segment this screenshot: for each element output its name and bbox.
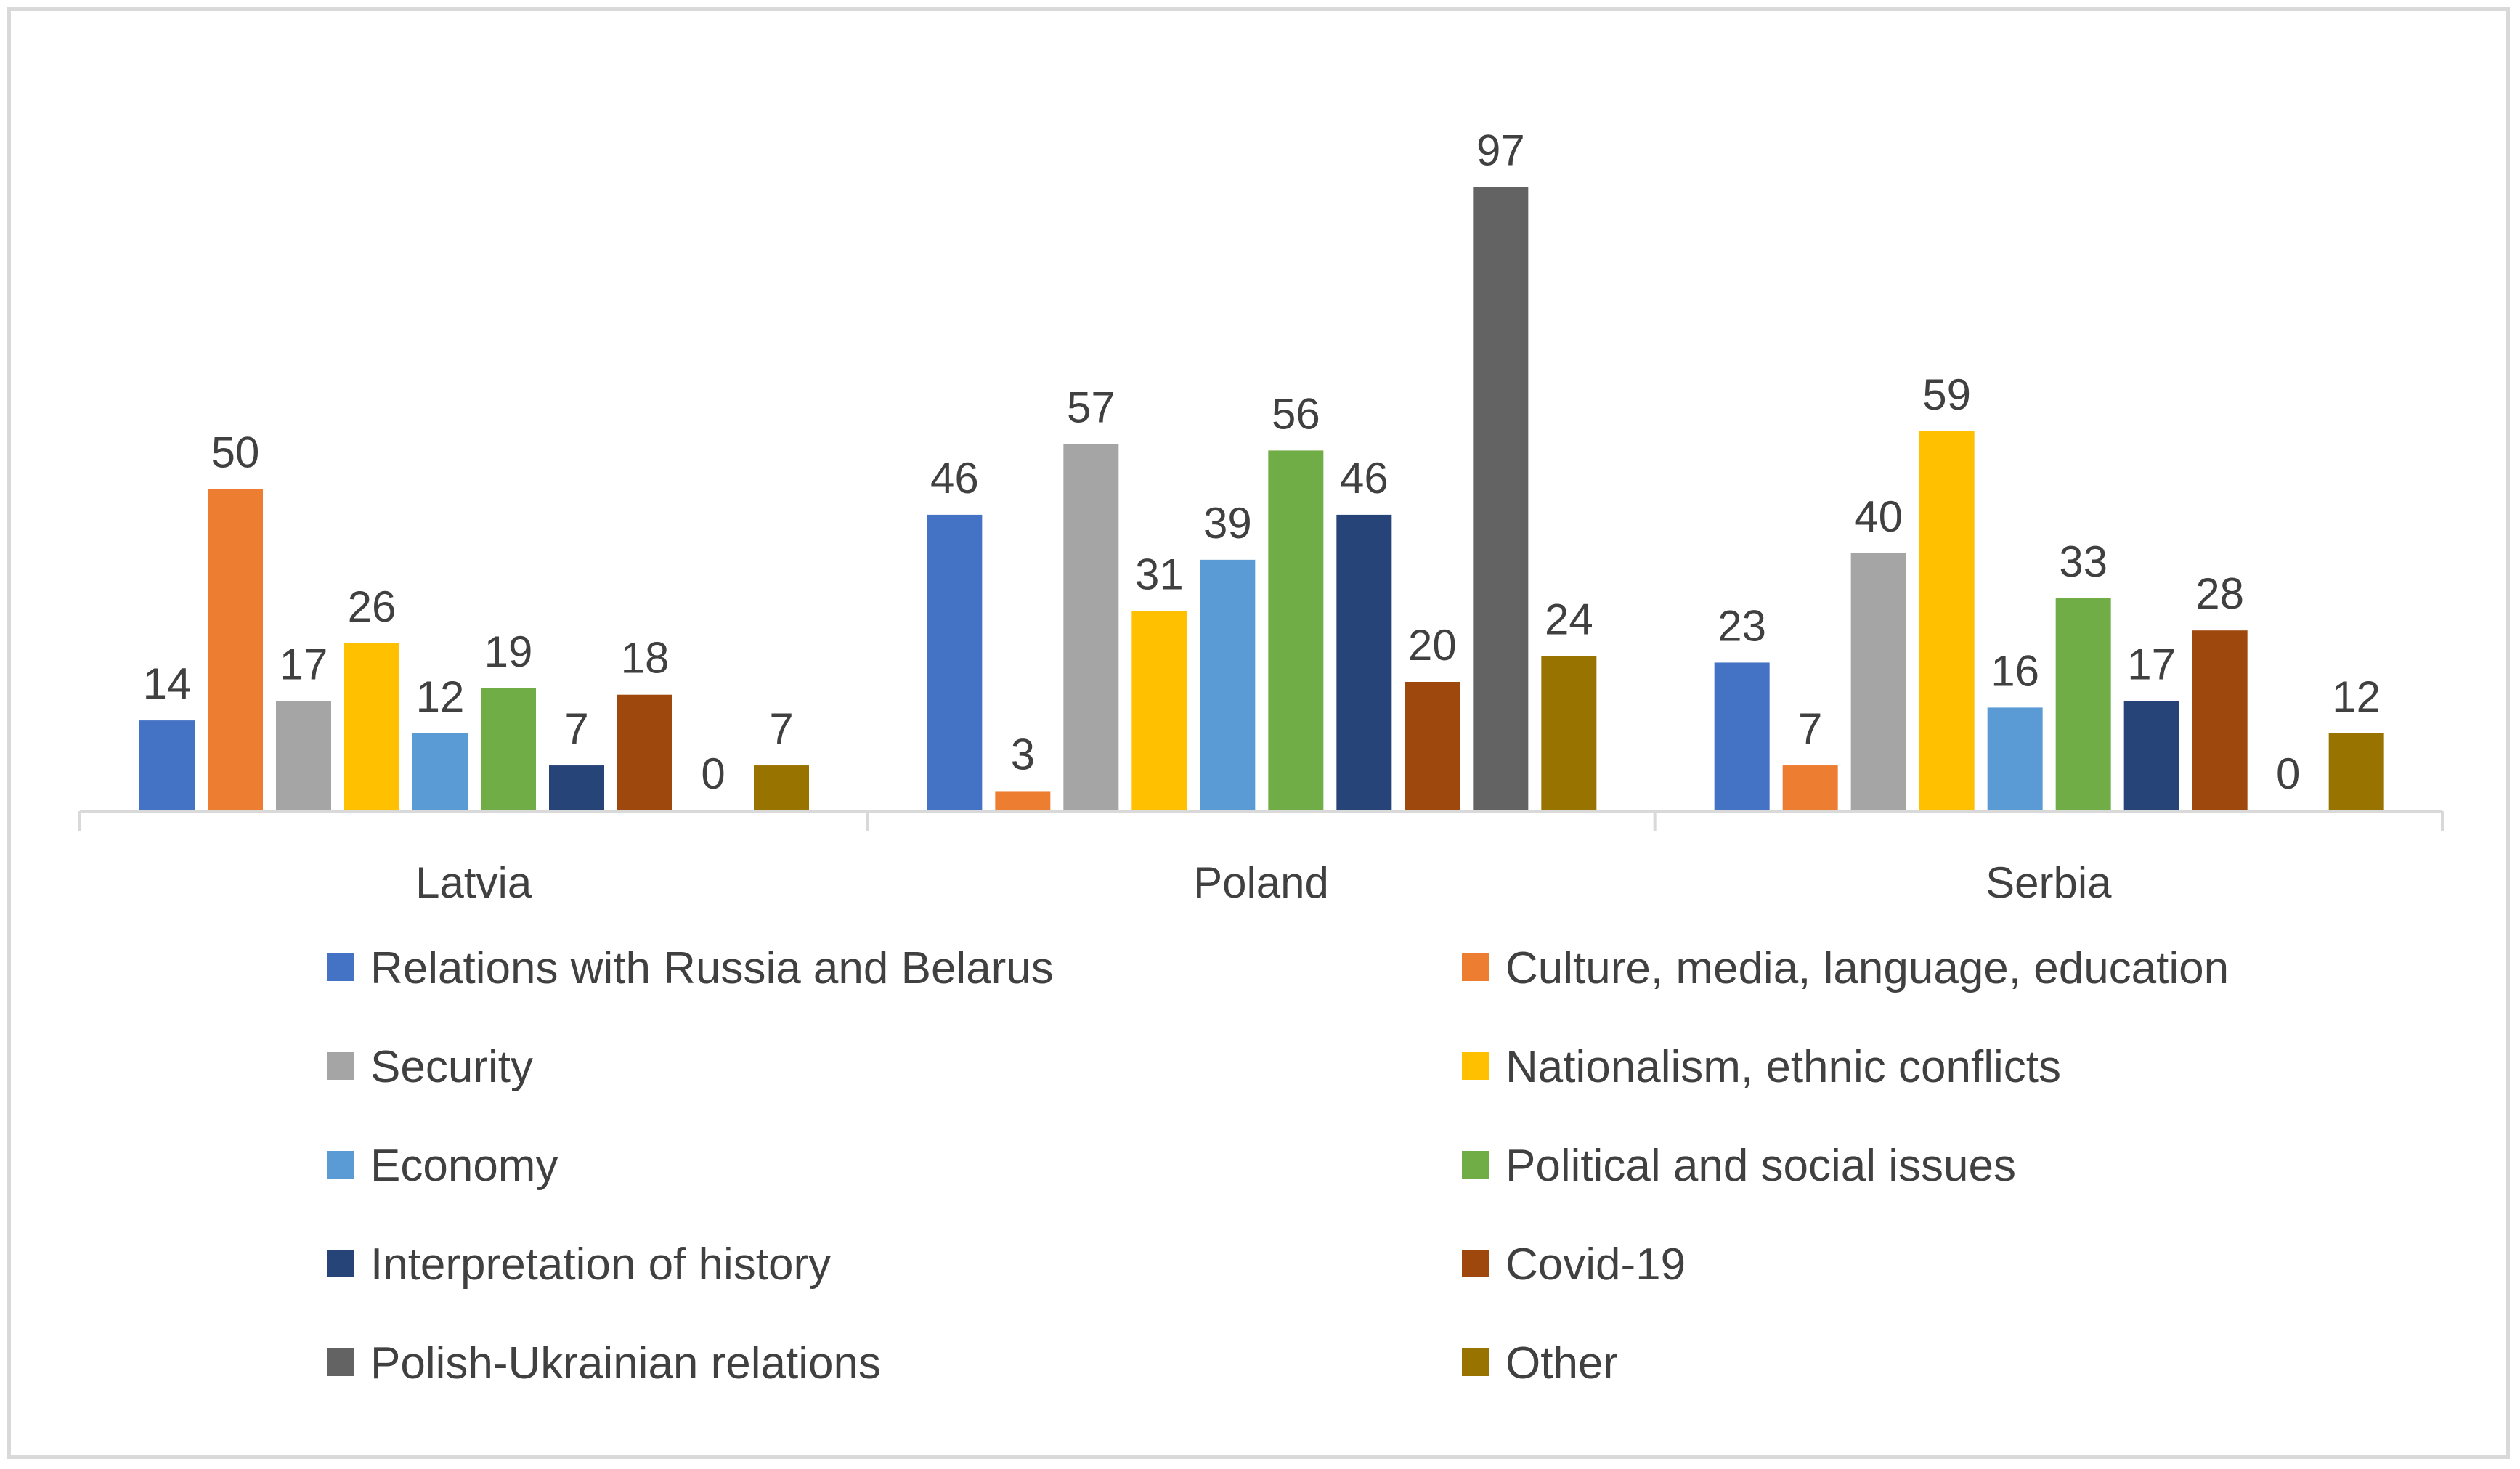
data-label-poland-relations-with-russia-and-belarus: 46 — [930, 454, 979, 502]
legend-swatch-covid-19 — [1462, 1250, 1489, 1277]
data-label-latvia-covid-19: 18 — [621, 634, 670, 683]
legend-swatch-culture-media-language-education — [1462, 953, 1489, 981]
data-label-poland-security: 57 — [1067, 383, 1115, 432]
data-label-serbia-economy: 16 — [1991, 646, 2039, 695]
bar-serbia-security — [1850, 553, 1906, 810]
data-label-latvia-political-and-social-issues: 19 — [484, 627, 533, 676]
data-label-serbia-security: 40 — [1854, 492, 1903, 541]
bar-poland-covid-19 — [1405, 682, 1460, 810]
bar-poland-political-and-social-issues — [1268, 450, 1324, 810]
data-label-poland-economy: 39 — [1203, 499, 1252, 548]
legend-label-other: Other — [1505, 1338, 1618, 1388]
data-label-latvia-other: 7 — [769, 704, 793, 753]
bar-serbia-culture-media-language-education — [1782, 765, 1838, 810]
legend-swatch-nationalism-ethnic-conflicts — [1462, 1052, 1489, 1080]
bar-poland-nationalism-ethnic-conflicts — [1131, 611, 1187, 810]
data-label-latvia-polish-ukrainian-relations: 0 — [701, 749, 725, 798]
bar-poland-relations-with-russia-and-belarus — [927, 514, 983, 810]
legend-swatch-polish-ukrainian-relations — [327, 1348, 354, 1376]
data-label-serbia-interpretation-of-history: 17 — [2127, 640, 2176, 689]
legend-label-nationalism-ethnic-conflicts: Nationalism, ethnic conflicts — [1505, 1042, 2061, 1092]
data-label-serbia-covid-19: 28 — [2195, 569, 2244, 618]
bar-poland-polish-ukrainian-relations — [1473, 187, 1529, 810]
legend-swatch-interpretation-of-history — [327, 1250, 354, 1277]
bar-serbia-other — [2328, 733, 2384, 810]
data-label-serbia-relations-with-russia-and-belarus: 23 — [1718, 601, 1766, 650]
data-label-serbia-other: 12 — [2332, 672, 2381, 721]
category-label-latvia: Latvia — [415, 858, 532, 907]
data-label-poland-nationalism-ethnic-conflicts: 31 — [1135, 550, 1184, 599]
bar-latvia-economy — [412, 733, 468, 810]
data-label-latvia-economy: 12 — [416, 672, 465, 721]
legend-swatch-relations-with-russia-and-belarus — [327, 953, 354, 981]
legend-swatch-political-and-social-issues — [1462, 1151, 1489, 1179]
bar-serbia-political-and-social-issues — [2055, 598, 2111, 810]
bar-latvia-other — [754, 765, 809, 810]
bar-latvia-political-and-social-issues — [481, 688, 536, 810]
bar-poland-culture-media-language-education — [995, 791, 1051, 810]
data-label-serbia-political-and-social-issues: 33 — [2059, 537, 2108, 586]
legend-label-security: Security — [370, 1042, 533, 1092]
legend-label-economy: Economy — [370, 1141, 558, 1191]
legend-swatch-security — [327, 1052, 354, 1080]
legend-label-culture-media-language-education: Culture, media, language, education — [1505, 943, 2229, 993]
bar-poland-security — [1063, 444, 1119, 810]
legend-label-covid-19: Covid-19 — [1505, 1240, 1686, 1290]
bar-serbia-covid-19 — [2192, 630, 2248, 810]
legend-label-relations-with-russia-and-belarus: Relations with Russia and Belarus — [370, 943, 1054, 993]
bar-latvia-culture-media-language-education — [208, 489, 263, 810]
data-label-latvia-nationalism-ethnic-conflicts: 26 — [348, 582, 397, 631]
data-label-latvia-security: 17 — [280, 640, 328, 689]
legend-label-political-and-social-issues: Political and social issues — [1505, 1141, 2016, 1191]
bar-latvia-relations-with-russia-and-belarus — [139, 720, 195, 810]
bar-latvia-nationalism-ethnic-conflicts — [344, 643, 399, 810]
bar-serbia-economy — [1987, 707, 2043, 810]
legend-label-polish-ukrainian-relations: Polish-Ukrainian relations — [370, 1338, 881, 1388]
data-label-serbia-polish-ukrainian-relations: 0 — [2276, 749, 2300, 798]
legend-label-interpretation-of-history: Interpretation of history — [370, 1240, 831, 1290]
bar-poland-economy — [1200, 559, 1256, 810]
data-label-poland-other: 24 — [1545, 595, 1593, 644]
bar-serbia-interpretation-of-history — [2123, 701, 2179, 810]
bar-latvia-covid-19 — [617, 694, 672, 810]
data-label-latvia-relations-with-russia-and-belarus: 14 — [143, 659, 192, 708]
bar-serbia-relations-with-russia-and-belarus — [1714, 662, 1770, 810]
category-label-poland: Poland — [1193, 858, 1329, 907]
category-label-serbia: Serbia — [1985, 858, 2112, 907]
bar-latvia-security — [276, 701, 331, 810]
data-label-latvia-culture-media-language-education: 50 — [211, 428, 260, 477]
legend-swatch-other — [1462, 1348, 1489, 1376]
data-label-serbia-nationalism-ethnic-conflicts: 59 — [1922, 370, 1971, 419]
data-label-poland-polish-ukrainian-relations: 97 — [1476, 126, 1525, 175]
data-label-poland-political-and-social-issues: 56 — [1272, 389, 1320, 438]
data-label-serbia-culture-media-language-education: 7 — [1798, 704, 1822, 753]
data-label-poland-culture-media-language-education: 3 — [1011, 730, 1035, 778]
bar-poland-other — [1541, 656, 1597, 810]
data-label-poland-covid-19: 20 — [1408, 621, 1457, 670]
data-label-latvia-interpretation-of-history: 7 — [564, 704, 588, 753]
bar-serbia-nationalism-ethnic-conflicts — [1919, 431, 1975, 810]
data-label-poland-interpretation-of-history: 46 — [1340, 454, 1389, 502]
bar-poland-interpretation-of-history — [1336, 514, 1392, 810]
legend-swatch-economy — [327, 1151, 354, 1179]
bar-latvia-interpretation-of-history — [549, 765, 604, 810]
